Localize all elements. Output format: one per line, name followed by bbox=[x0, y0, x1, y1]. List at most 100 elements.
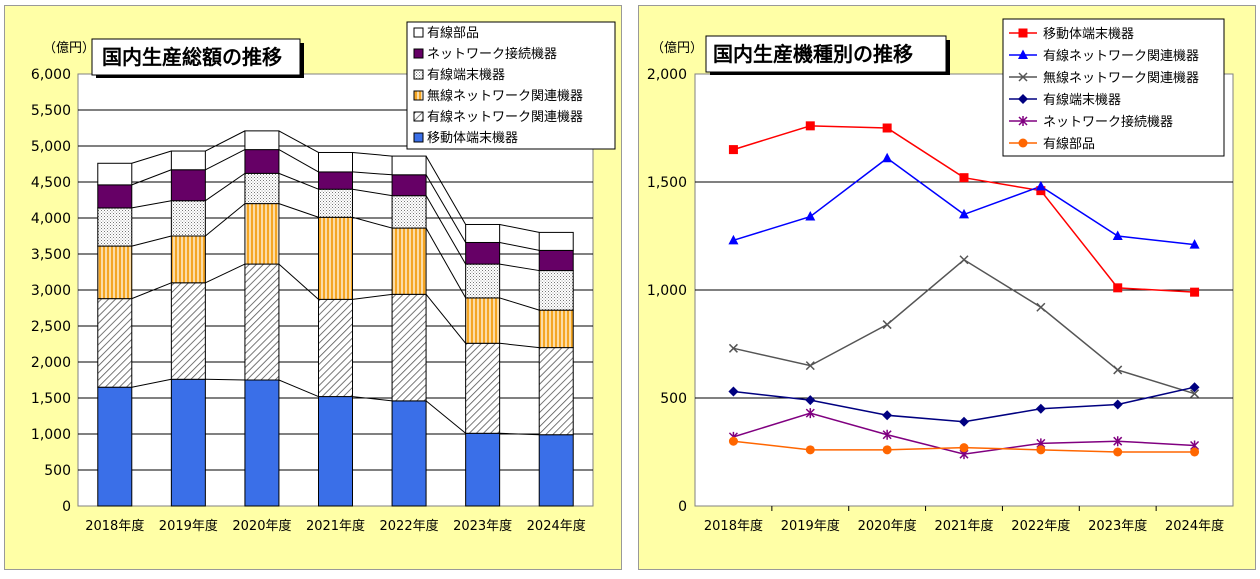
y-axis-unit-label: （億円） bbox=[651, 40, 703, 56]
bar-segment bbox=[318, 171, 353, 190]
data-point-marker bbox=[882, 429, 892, 440]
bar-segment bbox=[465, 263, 501, 299]
data-point-marker bbox=[728, 436, 738, 446]
connector-line bbox=[205, 172, 246, 202]
data-point-marker bbox=[728, 145, 738, 155]
bar-segment bbox=[170, 235, 206, 284]
connector-line bbox=[352, 293, 393, 300]
data-point-marker bbox=[805, 211, 816, 221]
data-point-marker bbox=[1035, 403, 1046, 414]
connector-line bbox=[205, 149, 246, 171]
bar-segment bbox=[318, 151, 353, 173]
connector-line bbox=[499, 241, 540, 251]
connector-line bbox=[499, 297, 540, 311]
bar-segment bbox=[465, 342, 501, 434]
data-point-marker bbox=[805, 395, 816, 406]
legend-swatch bbox=[413, 132, 424, 143]
bar-segment bbox=[170, 282, 206, 380]
bar-segments bbox=[97, 130, 574, 507]
y-tick-label: 500 bbox=[44, 463, 71, 479]
bar-segment bbox=[170, 200, 206, 237]
legend: 移動体端末機器有線ネットワーク関連機器無線ネットワーク関連機器有線端末機器ネット… bbox=[1002, 18, 1225, 157]
data-point-marker bbox=[1035, 180, 1046, 191]
data-point-marker bbox=[882, 152, 893, 163]
bar-segment bbox=[318, 396, 353, 507]
x-tick-label: 2024年度 bbox=[1165, 518, 1224, 534]
connector-line bbox=[278, 203, 319, 218]
bar-segment bbox=[244, 379, 280, 507]
bar-segment bbox=[97, 162, 133, 186]
legend-label: 移動体端末機器 bbox=[427, 131, 518, 146]
data-point-marker bbox=[1018, 138, 1028, 148]
y-tick-label: 6,000 bbox=[31, 67, 71, 83]
connector-line bbox=[278, 379, 319, 398]
x-tick-label: 2020年度 bbox=[232, 518, 291, 534]
connector-line bbox=[131, 150, 172, 164]
connector-line bbox=[131, 235, 172, 247]
connector-line bbox=[205, 263, 246, 284]
bar-segment bbox=[97, 386, 133, 507]
bar-segment bbox=[170, 150, 206, 171]
connector-line bbox=[499, 342, 540, 349]
data-point-marker bbox=[1018, 49, 1028, 59]
x-tick-label: 2024年度 bbox=[527, 518, 586, 534]
y-tick-label: 2,000 bbox=[31, 355, 71, 371]
stacked-bar-chart: 0 500 1,000 1,500 2,000 2,500 3,000 3,500 4,000 4… bbox=[31, 21, 616, 534]
x-axis-tick-labels: 2018年度 2019年度 2020年度 2021年度 2022年度 2023年度 2024… bbox=[85, 518, 586, 534]
bar-segment bbox=[318, 298, 353, 398]
bar-segment bbox=[538, 434, 574, 507]
y-tick-label: 500 bbox=[660, 391, 687, 407]
bar-segment bbox=[170, 169, 206, 202]
legend-label: 有線ネットワーク関連機器 bbox=[427, 109, 583, 125]
legend-label: ネットワーク接続機器 bbox=[1043, 114, 1173, 130]
data-point-marker bbox=[1018, 72, 1028, 82]
x-tick-label: 2018年度 bbox=[85, 518, 144, 534]
y-tick-label: 0 bbox=[678, 499, 687, 515]
connector-line bbox=[352, 216, 393, 229]
bar-segment bbox=[97, 245, 133, 300]
data-point-marker bbox=[882, 445, 892, 455]
x-tick-label: 2020年度 bbox=[858, 518, 917, 534]
legend-label: 有線端末機器 bbox=[427, 67, 505, 83]
bar-segment bbox=[391, 400, 427, 507]
data-point-marker bbox=[1018, 28, 1028, 38]
x-tick-label: 2023年度 bbox=[453, 518, 512, 534]
data-point-marker bbox=[882, 410, 893, 421]
data-point-marker bbox=[1190, 389, 1200, 399]
data-point-marker bbox=[1113, 436, 1123, 447]
bar-segment bbox=[97, 207, 133, 247]
bar-segment bbox=[97, 298, 133, 388]
connector-line bbox=[425, 294, 467, 344]
series-markers bbox=[728, 121, 1200, 460]
y-axis-tick-labels: 0 500 1,000 1,500 2,000 bbox=[647, 67, 687, 515]
legend-label: 有線部品 bbox=[427, 25, 479, 41]
data-point-marker bbox=[1113, 283, 1123, 293]
bar-segment bbox=[465, 223, 501, 243]
data-point-marker bbox=[1113, 365, 1123, 375]
bar-segment bbox=[465, 432, 501, 507]
x-tick-label: 2022年度 bbox=[380, 518, 439, 534]
connector-line bbox=[499, 223, 540, 233]
legend-label: 有線ネットワーク関連機器 bbox=[1043, 48, 1199, 64]
connector-line bbox=[352, 188, 393, 197]
data-point-marker bbox=[805, 121, 815, 131]
data-point-marker bbox=[1112, 399, 1123, 410]
x-tick-label: 2019年度 bbox=[781, 518, 840, 534]
connector-line bbox=[499, 432, 540, 436]
data-point-marker bbox=[728, 234, 739, 245]
data-point-marker bbox=[959, 173, 969, 183]
bar-segment bbox=[97, 184, 133, 209]
bar-segment bbox=[244, 149, 280, 174]
connector-line bbox=[352, 396, 393, 402]
bar-segment bbox=[170, 378, 206, 507]
data-point-marker bbox=[959, 416, 969, 427]
y-axis-unit-label: （億円） bbox=[43, 40, 95, 56]
bar-segment bbox=[244, 130, 280, 151]
bar-segment bbox=[244, 203, 280, 265]
bar-segment bbox=[538, 270, 574, 311]
data-point-marker bbox=[882, 320, 892, 330]
bar-segment bbox=[391, 227, 427, 295]
x-tick-label: 2023年度 bbox=[1088, 518, 1147, 534]
bar-segment bbox=[538, 347, 574, 436]
connector-line bbox=[131, 282, 172, 300]
